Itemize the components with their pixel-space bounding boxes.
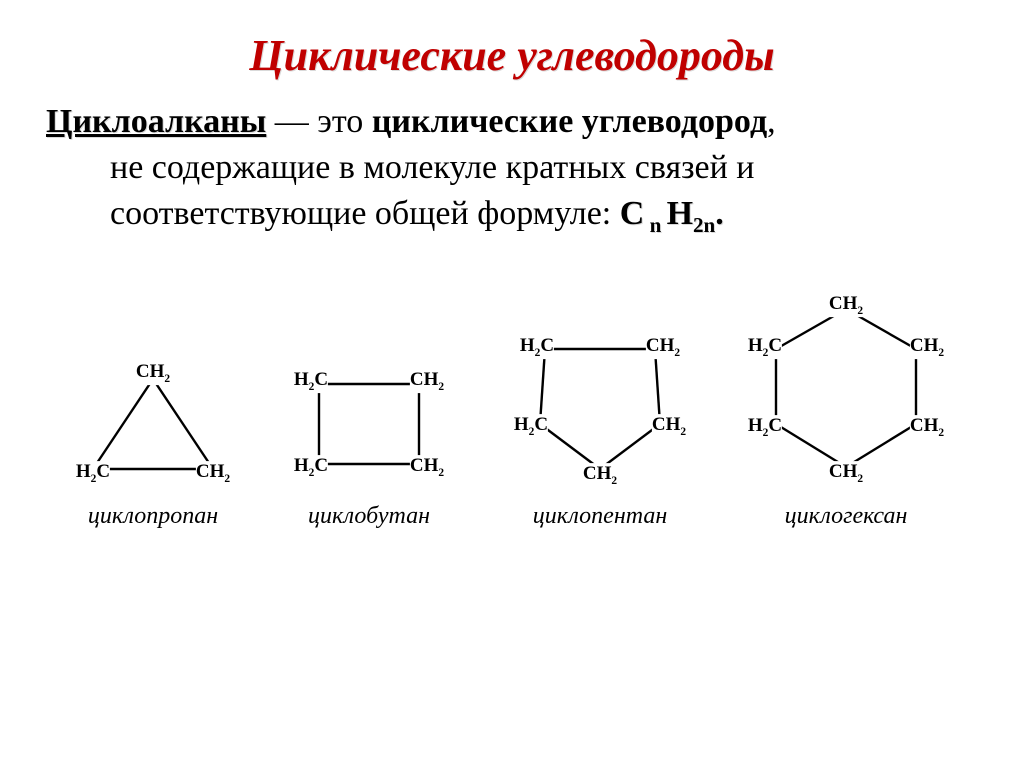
- molecule-pentagon: H2C CH2 CH2 CH2 H2C циклопентан: [495, 319, 705, 530]
- molecule-name: циклогексан: [785, 503, 908, 530]
- formula-c: С: [620, 195, 645, 232]
- bonds-hexagon: [731, 289, 961, 489]
- ch2-label: CH2: [910, 415, 944, 439]
- ch2-label: H2C: [76, 461, 110, 485]
- structure-triangle: CH2 H2C CH2: [63, 349, 243, 489]
- def-line2: не содержащие в молекуле кратных связей …: [46, 145, 984, 191]
- def-line3a: соответствующие общей формуле:: [110, 195, 620, 232]
- ch2-label: H2C: [748, 415, 782, 439]
- def-line3-wrap: соответствующие общей формуле: С n Н2n.: [46, 191, 984, 239]
- ch2-label: CH2: [829, 293, 863, 317]
- molecule-hexagon: CH2 CH2 CH2 CH2 H2C H2C циклогексан: [731, 289, 961, 530]
- ch2-label: H2C: [748, 335, 782, 359]
- structure-hexagon: CH2 CH2 CH2 CH2 H2C H2C: [731, 289, 961, 489]
- molecule-triangle: CH2 H2C CH2 циклопропан: [63, 349, 243, 530]
- molecule-row: CH2 H2C CH2 циклопропан H2C CH2 H2C CH2 циклобут…: [40, 279, 984, 530]
- ch2-label: CH2: [196, 461, 230, 485]
- formula-n: n: [644, 213, 666, 237]
- def-rest1: ,: [767, 103, 776, 140]
- slide-title: Циклические углеводороды: [40, 30, 984, 81]
- molecule-square: H2C CH2 H2C CH2 циклобутан: [269, 349, 469, 530]
- structure-pentagon: H2C CH2 CH2 CH2 H2C: [495, 319, 705, 489]
- formula-period: .: [715, 195, 724, 232]
- ch2-label: CH2: [583, 463, 617, 487]
- term-cycloalkanes: Циклоалканы: [46, 103, 266, 140]
- molecule-name: циклопропан: [88, 503, 218, 530]
- ch2-label: H2C: [294, 369, 328, 393]
- ch2-label: CH2: [646, 335, 680, 359]
- structure-square: H2C CH2 H2C CH2: [269, 349, 469, 489]
- formula-2n: 2n: [693, 213, 715, 237]
- molecule-name: циклопентан: [533, 503, 668, 530]
- ch2-label: CH2: [829, 461, 863, 485]
- definition-paragraph: Циклоалканы — это циклические углеводоро…: [40, 99, 984, 239]
- ch2-label: H2C: [520, 335, 554, 359]
- ch2-label: CH2: [136, 361, 170, 385]
- ch2-label: CH2: [652, 414, 686, 438]
- ch2-label: CH2: [910, 335, 944, 359]
- ch2-label: H2C: [514, 414, 548, 438]
- def-after-term: — это: [266, 103, 372, 140]
- molecule-name: циклобутан: [308, 503, 430, 530]
- slide: Циклические углеводороды Циклоалканы — э…: [0, 0, 1024, 530]
- formula-h: Н: [667, 195, 693, 232]
- general-formula: С n Н2n.: [620, 195, 724, 232]
- ch2-label: CH2: [410, 455, 444, 479]
- ch2-label: H2C: [294, 455, 328, 479]
- def-bold1: циклические углеводород: [372, 103, 767, 140]
- ch2-label: CH2: [410, 369, 444, 393]
